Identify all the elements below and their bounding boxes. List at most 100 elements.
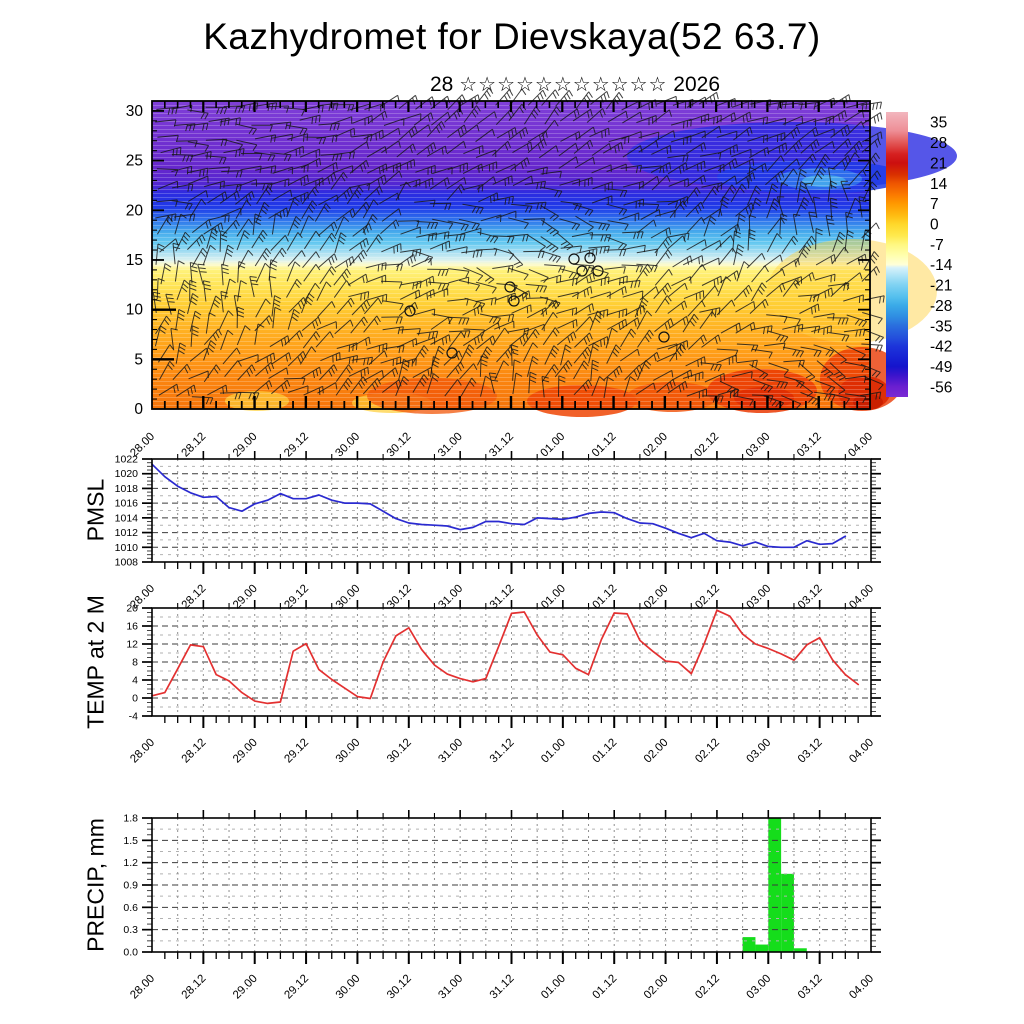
svg-text:04.00: 04.00 bbox=[846, 431, 875, 460]
svg-text:8: 8 bbox=[132, 657, 138, 669]
svg-text:28.00: 28.00 bbox=[128, 973, 157, 1002]
cross-section-panel: 0 5 10 15 20 25 30 28.00 28.12 29.00 29.12 30.00 30.… bbox=[126, 87, 957, 460]
svg-text:1022: 1022 bbox=[115, 454, 139, 466]
svg-text:03.12: 03.12 bbox=[796, 973, 825, 1002]
svg-text:30.12: 30.12 bbox=[385, 737, 414, 766]
svg-text:28.12: 28.12 bbox=[180, 973, 209, 1002]
svg-text:03.00: 03.00 bbox=[745, 737, 774, 766]
pmsl-x-labels: 28.00 28.12 29.00 29.12 30.00 30.12 31.00 31.12… bbox=[128, 583, 876, 612]
svg-text:-14: -14 bbox=[930, 257, 953, 274]
svg-text:-28: -28 bbox=[930, 298, 952, 315]
svg-text:0.3: 0.3 bbox=[123, 924, 138, 936]
precip-bar bbox=[755, 944, 769, 952]
page-title: Kazhydromet for Dievskaya(52 63.7) bbox=[203, 16, 821, 57]
svg-text:1.5: 1.5 bbox=[123, 835, 138, 847]
svg-text:1016: 1016 bbox=[115, 498, 139, 510]
cross-section-frame bbox=[151, 100, 871, 410]
svg-text:0: 0 bbox=[930, 216, 939, 233]
grid-vertical bbox=[177, 818, 846, 952]
svg-text:03.12: 03.12 bbox=[796, 737, 825, 766]
svg-text:20: 20 bbox=[126, 202, 144, 219]
svg-text:0: 0 bbox=[134, 401, 143, 418]
svg-text:31.00: 31.00 bbox=[436, 973, 465, 1002]
precip-bar bbox=[781, 873, 794, 952]
svg-text:-7: -7 bbox=[930, 237, 944, 254]
panel-ticks bbox=[142, 810, 881, 964]
svg-text:10: 10 bbox=[126, 302, 144, 319]
svg-text:16: 16 bbox=[126, 621, 138, 633]
temp-frame bbox=[151, 607, 872, 717]
svg-text:02.12: 02.12 bbox=[693, 737, 722, 766]
pmsl-y-labels: 1022 1020 1018 1016 1014 1012 1010 1008 bbox=[115, 454, 139, 569]
svg-text:31.12: 31.12 bbox=[488, 737, 517, 766]
svg-text:1020: 1020 bbox=[115, 468, 139, 480]
svg-text:7: 7 bbox=[930, 196, 939, 213]
svg-text:04.00: 04.00 bbox=[847, 737, 876, 766]
grid-horizontal bbox=[152, 465, 871, 556]
svg-text:25: 25 bbox=[126, 153, 143, 170]
svg-text:30: 30 bbox=[126, 103, 144, 120]
temp-x-labels: 28.00 28.12 29.00 29.12 30.00 30.12 31.00 31.12… bbox=[128, 737, 876, 766]
precip-panel: 1.8 1.5 1.2 0.9 0.6 0.3 0.0 28.00 28.12 29.00 29.1… bbox=[123, 810, 881, 1001]
subtitle-stars-glyphs: ☆☆☆☆☆☆☆☆☆☆☆ bbox=[459, 74, 668, 96]
date-subtitle: 28 ☆☆☆☆☆☆☆☆☆☆☆ 2026 bbox=[430, 72, 720, 97]
cross-section-ticks bbox=[152, 101, 870, 409]
svg-text:30.12: 30.12 bbox=[385, 973, 414, 1002]
colorbar: 35 28 21 14 7 0 -7 -14 -21 -28 -35 -42 -49 -56 bbox=[886, 112, 953, 397]
panel-ticks bbox=[142, 451, 881, 574]
svg-text:29.12: 29.12 bbox=[282, 973, 311, 1002]
svg-text:29.00: 29.00 bbox=[231, 737, 260, 766]
svg-text:29.12: 29.12 bbox=[282, 737, 311, 766]
svg-text:04.00: 04.00 bbox=[847, 583, 876, 612]
cross-section-x-labels: 28.00 28.12 29.00 29.12 30.00 30.12 31.00 31.12… bbox=[128, 431, 875, 460]
contour-stripe-texture bbox=[152, 101, 870, 409]
svg-text:03.00: 03.00 bbox=[745, 973, 774, 1002]
temp-panel: 20 16 12 8 4 0 -4 28.00 28.12 29.00 29.12 30.00 30.1… bbox=[126, 600, 881, 765]
svg-text:04.00: 04.00 bbox=[847, 973, 876, 1002]
cross-section-y-labels: 0 5 10 15 20 25 30 bbox=[126, 103, 144, 418]
colorbar-gradient bbox=[886, 112, 908, 397]
svg-text:31.00: 31.00 bbox=[436, 737, 465, 766]
svg-text:-21: -21 bbox=[930, 278, 952, 295]
pmsl-panel: 1022 1020 1018 1016 1014 1012 1010 1008 28.00 28.… bbox=[115, 451, 881, 611]
calm-wind-markers bbox=[404, 252, 670, 359]
subtitle-day: 28 bbox=[430, 73, 454, 96]
svg-text:35: 35 bbox=[930, 115, 947, 132]
svg-text:1008: 1008 bbox=[115, 557, 139, 569]
wind-barb-field bbox=[152, 87, 885, 410]
svg-text:1010: 1010 bbox=[115, 542, 139, 554]
grid-vertical bbox=[177, 459, 846, 562]
grid-vertical bbox=[177, 608, 846, 716]
svg-text:28.12: 28.12 bbox=[180, 737, 209, 766]
precip-bar bbox=[742, 937, 756, 952]
panel-ticks bbox=[142, 600, 881, 728]
svg-text:4: 4 bbox=[132, 675, 138, 687]
svg-text:01.00: 01.00 bbox=[539, 737, 568, 766]
temp-y-labels: 20 16 12 8 4 0 -4 bbox=[126, 603, 138, 723]
svg-text:5: 5 bbox=[134, 351, 143, 368]
svg-text:02.00: 02.00 bbox=[642, 973, 671, 1002]
svg-text:15: 15 bbox=[126, 252, 143, 269]
svg-text:-42: -42 bbox=[930, 339, 952, 356]
svg-text:0: 0 bbox=[132, 693, 138, 705]
svg-text:1018: 1018 bbox=[115, 483, 139, 495]
svg-text:30.00: 30.00 bbox=[334, 737, 363, 766]
svg-text:12: 12 bbox=[126, 639, 138, 651]
svg-text:-49: -49 bbox=[930, 359, 952, 376]
svg-text:01.12: 01.12 bbox=[590, 737, 619, 766]
precip-y-labels: 1.8 1.5 1.2 0.9 0.6 0.3 0.0 bbox=[123, 813, 138, 959]
svg-text:1.8: 1.8 bbox=[123, 813, 138, 825]
svg-text:01.00: 01.00 bbox=[539, 973, 568, 1002]
svg-text:1.2: 1.2 bbox=[123, 857, 138, 869]
precip-frame bbox=[151, 817, 872, 953]
svg-text:0.9: 0.9 bbox=[123, 880, 138, 892]
subtitle-year: 2026 bbox=[673, 73, 720, 96]
svg-text:0.0: 0.0 bbox=[123, 947, 138, 959]
colorbar-tick-labels: 35 28 21 14 7 0 -7 -14 -21 -28 -35 -42 -49 -56 bbox=[930, 115, 953, 397]
svg-text:02.12: 02.12 bbox=[693, 973, 722, 1002]
pmsl-frame bbox=[151, 458, 872, 563]
svg-text:0.6: 0.6 bbox=[123, 902, 138, 914]
svg-text:-35: -35 bbox=[930, 318, 952, 335]
